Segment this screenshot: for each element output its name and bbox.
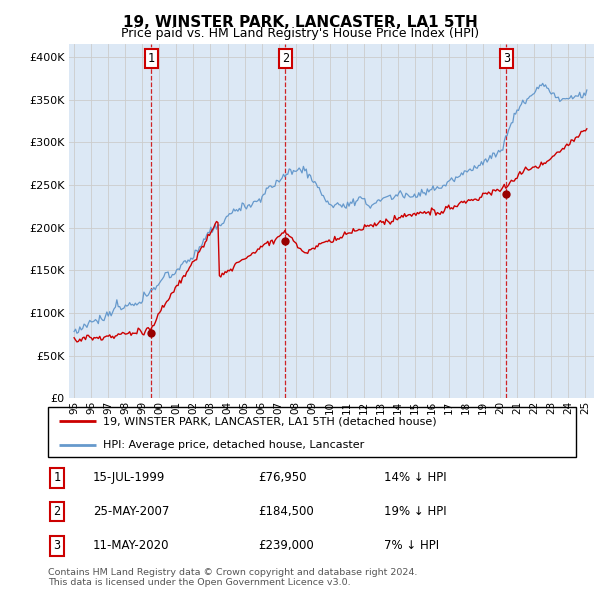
Text: 19, WINSTER PARK, LANCASTER, LA1 5TH: 19, WINSTER PARK, LANCASTER, LA1 5TH	[122, 15, 478, 30]
Text: HPI: Average price, detached house, Lancaster: HPI: Average price, detached house, Lanc…	[103, 440, 365, 450]
Text: Contains HM Land Registry data © Crown copyright and database right 2024.
This d: Contains HM Land Registry data © Crown c…	[48, 568, 418, 587]
Text: 1: 1	[148, 53, 155, 65]
Text: £239,000: £239,000	[258, 539, 314, 552]
Text: 3: 3	[503, 53, 510, 65]
Text: 15-JUL-1999: 15-JUL-1999	[93, 471, 166, 484]
Text: 3: 3	[53, 539, 61, 552]
Text: 2: 2	[53, 505, 61, 518]
Text: Price paid vs. HM Land Registry's House Price Index (HPI): Price paid vs. HM Land Registry's House …	[121, 27, 479, 40]
Text: 14% ↓ HPI: 14% ↓ HPI	[384, 471, 446, 484]
Text: 1: 1	[53, 471, 61, 484]
Text: £184,500: £184,500	[258, 505, 314, 518]
Text: 19% ↓ HPI: 19% ↓ HPI	[384, 505, 446, 518]
Text: 2: 2	[282, 53, 289, 65]
Text: 7% ↓ HPI: 7% ↓ HPI	[384, 539, 439, 552]
Text: £76,950: £76,950	[258, 471, 307, 484]
Text: 25-MAY-2007: 25-MAY-2007	[93, 505, 169, 518]
Text: 11-MAY-2020: 11-MAY-2020	[93, 539, 170, 552]
Text: 19, WINSTER PARK, LANCASTER, LA1 5TH (detached house): 19, WINSTER PARK, LANCASTER, LA1 5TH (de…	[103, 416, 437, 426]
